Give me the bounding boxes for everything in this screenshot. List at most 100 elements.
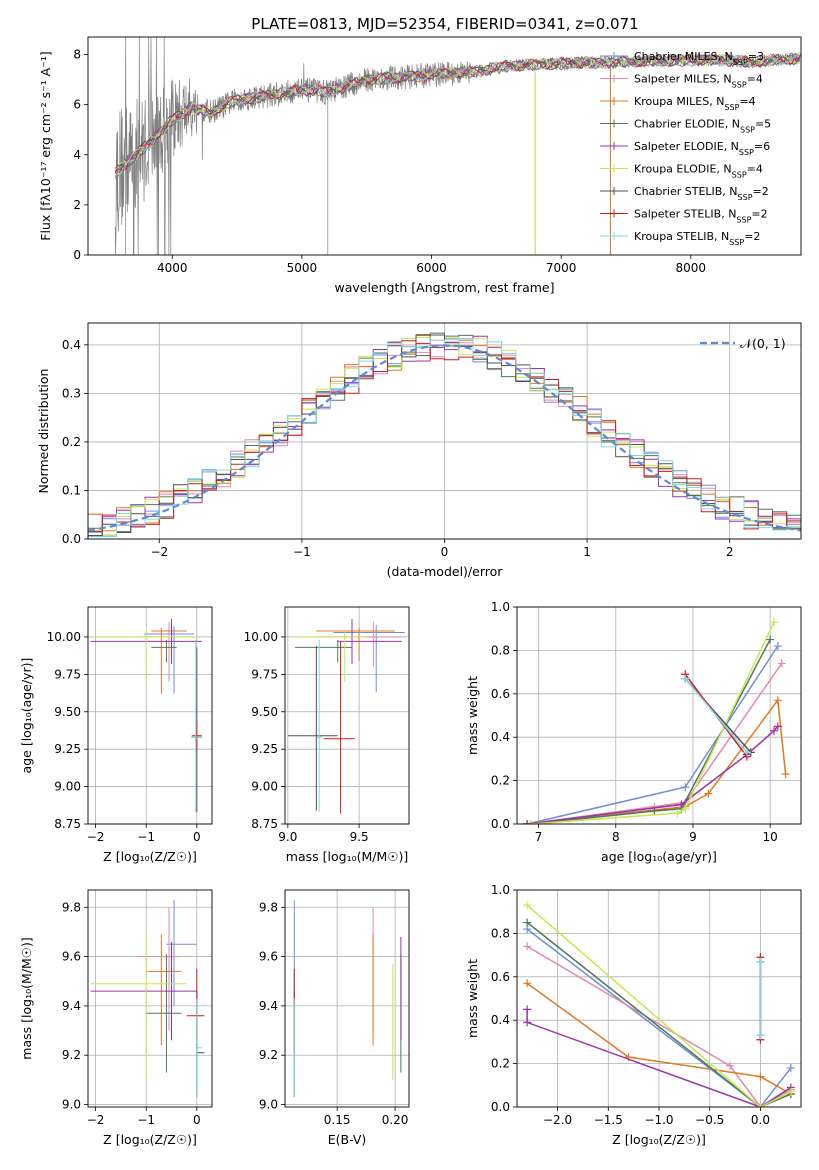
y-tick-label: 9.8 bbox=[259, 900, 278, 914]
massweight-line bbox=[530, 621, 775, 824]
x-tick-label: 7000 bbox=[546, 261, 577, 275]
massweight-marker bbox=[704, 789, 713, 798]
y-tick-label: 0.8 bbox=[491, 643, 510, 657]
massweight-vs-age-panel: 7 8 9 10 0.0 0.2 0.4 0.6 0.8 1.0 age [log₁₀(age/yr… bbox=[465, 600, 802, 864]
y-tick-label: 8.75 bbox=[54, 817, 81, 831]
x-tick-label: 5000 bbox=[287, 261, 318, 275]
y-tick-label: 0.0 bbox=[491, 1100, 510, 1114]
axes-frame bbox=[284, 606, 410, 825]
y-tick-label: 9.2 bbox=[259, 1048, 278, 1062]
y-tick-label: 9.00 bbox=[251, 780, 278, 794]
massweight-marker bbox=[756, 1103, 765, 1107]
y-tick-label: 9.6 bbox=[62, 950, 81, 964]
massweight-line bbox=[526, 945, 792, 1107]
massweight-marker bbox=[773, 722, 782, 731]
x-tick-label: 0 bbox=[193, 830, 201, 844]
model-spectrum-line bbox=[114, 53, 800, 174]
y-tick-label: 8 bbox=[73, 48, 81, 62]
axes-frame bbox=[516, 606, 802, 825]
massweight-marker bbox=[786, 1063, 795, 1072]
y-axis-label: mass weight bbox=[465, 676, 480, 755]
massweight-marker bbox=[756, 1072, 765, 1081]
massweight-marker bbox=[677, 800, 686, 809]
y-tick-label: 0.3 bbox=[62, 386, 81, 400]
massweight-line bbox=[526, 928, 792, 1107]
x-tick-label: 7 bbox=[535, 830, 543, 844]
massweight-line bbox=[684, 678, 748, 753]
y-tick-label: 10.00 bbox=[47, 630, 81, 644]
y-tick-label: 0.6 bbox=[491, 970, 510, 984]
spectrum-panel: 4000 5000 6000 7000 8000 0 2 4 6 8 wavelength [Ang… bbox=[38, 36, 802, 295]
x-tick-label: −2 bbox=[87, 1113, 105, 1127]
legend-entry: Salpeter MILES, NSSP=4 bbox=[634, 73, 763, 90]
y-tick-label: 9.4 bbox=[62, 999, 81, 1013]
massweight-marker bbox=[523, 1005, 532, 1014]
massweight-line bbox=[526, 921, 792, 1107]
x-tick-label: −1 bbox=[293, 545, 311, 559]
y-axis-label: Flux [fλ10⁻¹⁷ erg cm⁻² s⁻¹ A⁻¹] bbox=[38, 51, 53, 240]
y-tick-label: 6 bbox=[73, 98, 81, 112]
y-tick-label: 2 bbox=[73, 198, 81, 212]
massweight-marker bbox=[523, 901, 532, 910]
legend-entry: Salpeter ELODIE, NSSP=6 bbox=[634, 140, 770, 157]
x-axis-label: Z [log₁₀(Z/Z☉)] bbox=[103, 849, 197, 864]
x-tick-label: 0 bbox=[193, 1113, 201, 1127]
massweight-marker bbox=[756, 957, 765, 966]
x-tick-label: 9 bbox=[689, 830, 697, 844]
y-tick-label: 0.2 bbox=[491, 1057, 510, 1071]
axes-frame bbox=[87, 36, 802, 256]
y-tick-label: 9.75 bbox=[251, 667, 278, 681]
legend-entry: Kroupa MILES, NSSP=4 bbox=[634, 95, 756, 112]
age-vs-mass-panel: 9.0 9.5 8.75 9.00 9.25 9.50 9.75 10.00 mass [log… bbox=[244, 606, 410, 864]
residuals-plot-area bbox=[88, 332, 801, 539]
x-tick-label: 9.0 bbox=[278, 830, 297, 844]
residual-histogram bbox=[88, 340, 801, 539]
axes-frame bbox=[87, 889, 213, 1108]
massweight-marker bbox=[523, 820, 532, 824]
y-tick-label: 1.0 bbox=[491, 883, 510, 897]
residuals-panel: −2 −1 0 1 2 0.0 0.1 0.2 0.3 0.4 (data-model)/error… bbox=[36, 322, 802, 579]
y-tick-label: 0.6 bbox=[491, 687, 510, 701]
mass-vs-ebv-panel: 0.15 0.20 9.0 9.2 9.4 9.6 9.8 E(B-V) bbox=[259, 889, 410, 1147]
legend-entry: Chabrier ELODIE, NSSP=5 bbox=[634, 118, 771, 135]
x-axis-label: Z [log₁₀(Z/Z☉)] bbox=[612, 1132, 706, 1147]
legend-entry: 𝒩(0, 1) bbox=[740, 336, 786, 351]
y-axis-label: age [log₁₀(age/yr)] bbox=[19, 658, 34, 774]
x-tick-label: 0.0 bbox=[751, 1113, 770, 1127]
massweight-line bbox=[526, 982, 792, 1095]
x-axis-label: wavelength [Angstrom, rest frame] bbox=[334, 280, 554, 295]
x-tick-label: 8 bbox=[612, 830, 620, 844]
massweight-line bbox=[526, 904, 792, 1107]
massweight-marker bbox=[523, 1018, 532, 1027]
x-axis-label: mass [log₁₀(M/M☉)] bbox=[286, 849, 408, 864]
y-tick-label: 9.6 bbox=[259, 950, 278, 964]
massweight-line bbox=[526, 698, 787, 824]
massweight-marker bbox=[777, 659, 786, 668]
x-tick-label: −2.0 bbox=[543, 1113, 572, 1127]
y-tick-label: 0.1 bbox=[62, 483, 81, 497]
y-tick-label: 4 bbox=[73, 148, 81, 162]
y-tick-label: 0.2 bbox=[62, 435, 81, 449]
residual-histogram bbox=[88, 334, 801, 539]
y-tick-label: 9.75 bbox=[54, 667, 81, 681]
model-spectrum-line bbox=[115, 52, 800, 170]
massweight-marker bbox=[681, 783, 690, 792]
x-tick-label: −1 bbox=[137, 1113, 155, 1127]
legend-entry: Chabrier STELIB, NSSP=2 bbox=[634, 185, 769, 202]
errorbar-plot-area bbox=[90, 618, 202, 813]
x-tick-label: 2 bbox=[726, 545, 734, 559]
x-tick-label: −2 bbox=[87, 830, 105, 844]
axes-frame bbox=[284, 889, 410, 1108]
legend-entry: Kroupa ELODIE, NSSP=4 bbox=[634, 163, 763, 180]
y-tick-label: 9.25 bbox=[251, 742, 278, 756]
axes-frame bbox=[516, 889, 802, 1108]
errorbar-plot-area bbox=[90, 899, 205, 1098]
axes-frame bbox=[87, 606, 213, 825]
y-tick-label: 9.50 bbox=[54, 705, 81, 719]
x-axis-label: Z [log₁₀(Z/Z☉)] bbox=[103, 1132, 197, 1147]
massweight-marker bbox=[742, 748, 751, 757]
massweight-marker bbox=[769, 726, 778, 735]
x-tick-label: 6000 bbox=[416, 261, 447, 275]
model-spectrum-line bbox=[115, 51, 800, 176]
